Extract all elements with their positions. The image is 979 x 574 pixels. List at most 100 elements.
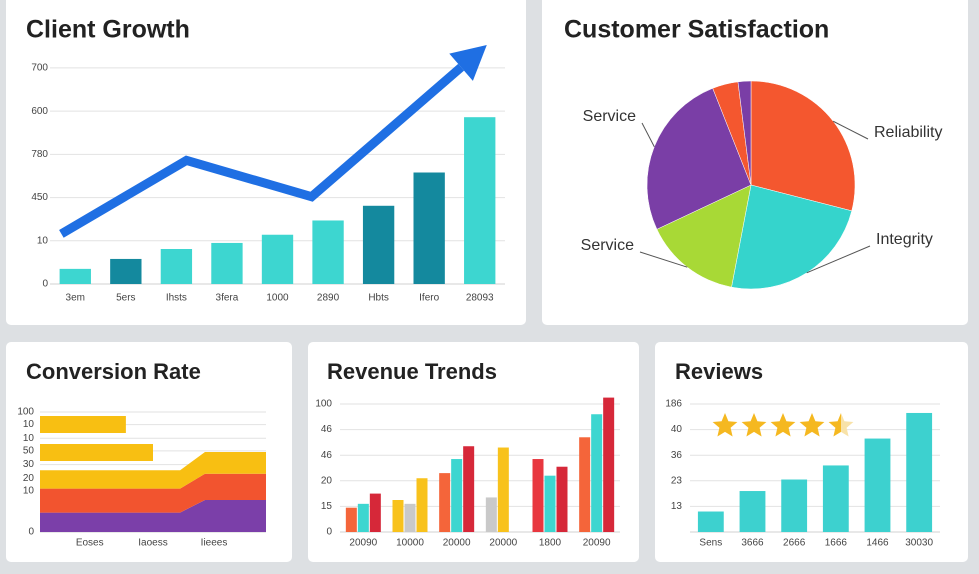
pie-label: Service	[583, 108, 636, 125]
x-tick-label: 20000	[489, 538, 517, 549]
pie-label: Service	[581, 237, 634, 254]
x-tick-label: Eoses	[76, 538, 104, 549]
panel	[6, 0, 526, 325]
rating-star	[741, 413, 767, 437]
y-tick-label: 20	[23, 473, 35, 484]
x-tick-label: 28093	[466, 293, 494, 304]
x-tick-label: 20090	[349, 538, 377, 549]
bar	[544, 475, 556, 532]
bar	[781, 479, 808, 532]
x-tick-label: 5ers	[116, 293, 135, 304]
bar	[556, 466, 568, 532]
trend-arrowhead	[449, 45, 487, 81]
bar	[40, 444, 153, 461]
y-tick-label: 600	[31, 106, 48, 117]
area	[40, 473, 266, 513]
bar	[261, 234, 294, 284]
pie-slice	[737, 80, 752, 186]
y-tick-label: 0	[326, 527, 332, 538]
x-tick-label: 2890	[317, 293, 340, 304]
y-tick-label: 100	[315, 399, 332, 410]
y-tick-label: 10	[37, 235, 49, 246]
bar	[822, 465, 849, 532]
leader-line	[641, 122, 655, 147]
bar	[439, 473, 451, 532]
leader-line	[832, 120, 869, 140]
bar	[312, 220, 344, 284]
bar	[110, 258, 142, 284]
bar	[497, 447, 509, 532]
bar	[404, 503, 416, 532]
y-tick-label: 15	[321, 501, 333, 512]
chart-title: Conversion Rate	[26, 359, 201, 384]
rating-star	[770, 413, 796, 437]
bar	[864, 438, 891, 532]
x-tick-label: Hbts	[368, 293, 389, 304]
pie-slice	[750, 80, 856, 212]
bar	[591, 414, 603, 532]
bar	[369, 493, 381, 532]
rating-star	[712, 413, 738, 437]
y-tick-label: 20	[321, 475, 333, 486]
y-tick-label: 50	[23, 445, 35, 456]
rating-star	[828, 413, 854, 437]
bar	[485, 497, 497, 532]
x-tick-label: Ihsts	[166, 293, 187, 304]
y-tick-label: 700	[31, 63, 48, 74]
x-tick-label: 3em	[66, 293, 85, 304]
y-tick-label: 36	[671, 450, 683, 461]
bar	[463, 446, 475, 532]
y-tick-label: 100	[17, 407, 34, 418]
bar	[579, 437, 591, 532]
x-tick-label: 20000	[443, 538, 471, 549]
bar	[464, 117, 496, 284]
bar	[906, 412, 933, 532]
x-tick-label: Sens	[699, 538, 722, 549]
y-tick-label: 0	[42, 279, 48, 290]
y-tick-label: 10	[23, 485, 35, 496]
y-tick-label: 0	[28, 527, 34, 538]
x-tick-label: 30030	[905, 538, 933, 549]
rating-star	[799, 413, 825, 437]
trend-line	[59, 63, 465, 238]
y-tick-label: 780	[31, 149, 48, 160]
x-tick-label: Iieees	[201, 538, 228, 549]
leader-line	[806, 245, 871, 274]
bar	[739, 491, 766, 532]
x-tick-label: 10000	[396, 538, 424, 549]
pie-label: Integrity	[876, 231, 933, 248]
bar	[59, 268, 91, 284]
bar	[357, 503, 369, 532]
x-tick-label: 1800	[539, 538, 562, 549]
y-tick-label: 450	[31, 192, 48, 203]
y-tick-label: 46	[321, 424, 333, 435]
y-tick-label: 46	[321, 450, 333, 461]
bar	[413, 172, 445, 284]
bar	[416, 478, 428, 532]
x-tick-label: 3fera	[216, 293, 239, 304]
y-tick-label: 10	[23, 433, 35, 444]
bar	[697, 511, 724, 532]
area	[40, 500, 266, 532]
y-tick-label: 23	[671, 475, 683, 486]
bar	[211, 242, 243, 284]
x-tick-label: 20090	[583, 538, 611, 549]
leader-line	[639, 251, 688, 268]
chart-title: Revenue Trends	[327, 359, 497, 384]
bar	[40, 416, 126, 433]
bar	[451, 459, 463, 532]
y-tick-label: 10	[23, 419, 35, 430]
chart-title: Customer Satisfaction	[564, 16, 829, 44]
pie-slice	[731, 184, 853, 290]
x-tick-label: Ifero	[419, 293, 439, 304]
x-tick-label: 2666	[783, 538, 806, 549]
x-tick-label: Iaoess	[138, 538, 167, 549]
chart-title: Reviews	[675, 359, 763, 384]
y-tick-label: 13	[671, 501, 683, 512]
y-tick-label: 40	[671, 424, 683, 435]
bar	[532, 459, 544, 532]
x-tick-label: 3666	[741, 538, 764, 549]
bar	[392, 500, 404, 532]
y-tick-label: 186	[665, 399, 682, 410]
